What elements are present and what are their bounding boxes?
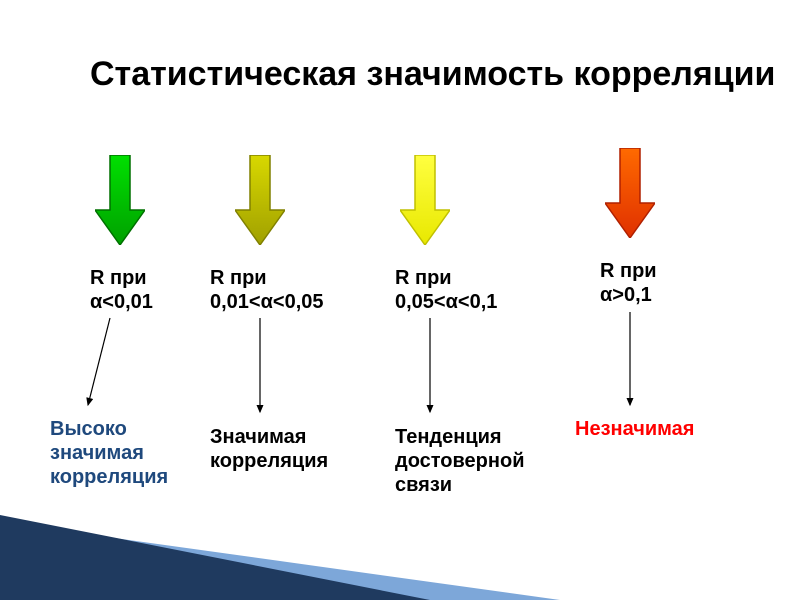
condition-line2: 0,01<α<0,05 — [210, 291, 324, 313]
condition-1: R при0,01<α<0,05 — [210, 266, 324, 314]
thin-arrow-1 — [250, 316, 270, 429]
condition-line1: R при — [90, 267, 147, 289]
condition-2: R при0,05<α<0,1 — [395, 266, 497, 314]
block-arrow-1 — [235, 155, 285, 245]
block-arrow-2 — [400, 155, 450, 245]
block-arrow-0 — [95, 155, 145, 245]
condition-3: R приα>0,1 — [600, 259, 657, 307]
condition-line1: R при — [210, 267, 267, 289]
condition-line2: α>0,1 — [600, 284, 652, 306]
thin-arrow-2 — [420, 316, 440, 429]
condition-line1: R при — [600, 260, 657, 282]
page-title: Статистическая значимость корреляции — [90, 55, 775, 94]
condition-0: R приα<0,01 — [90, 266, 153, 314]
condition-line1: R при — [395, 267, 452, 289]
significance-label-1: Значимая корреляция — [210, 425, 360, 473]
significance-label-0: Высоко значимая корреляция — [50, 417, 190, 489]
thin-arrow-3 — [620, 310, 640, 422]
condition-line2: 0,05<α<0,1 — [395, 291, 497, 313]
significance-label-2: Тенденция достоверной связи — [395, 425, 555, 497]
significance-label-3: Незначимая — [575, 417, 735, 441]
condition-line2: α<0,01 — [90, 291, 153, 313]
block-arrow-3 — [605, 148, 655, 238]
thin-arrow-0 — [78, 316, 120, 422]
bg-triangle-dark — [0, 515, 430, 600]
